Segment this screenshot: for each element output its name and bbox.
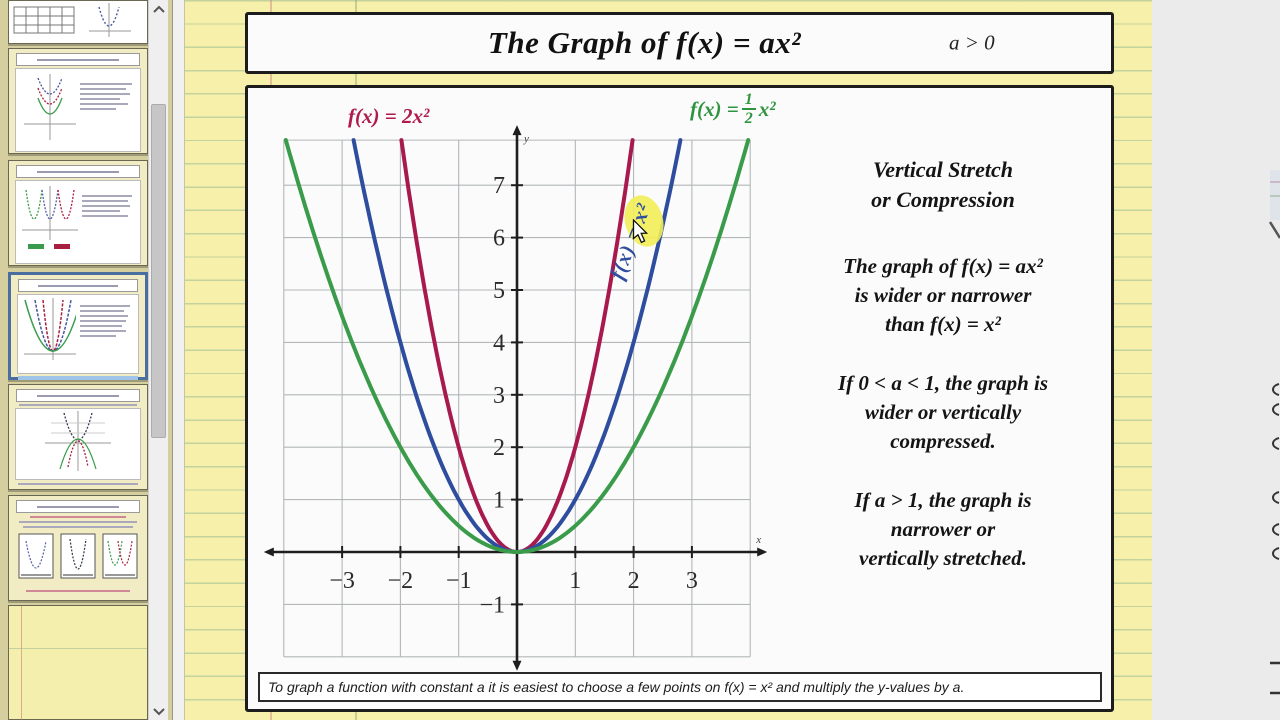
svg-text:−1: −1 xyxy=(479,592,505,618)
page-title: The Graph of f(x) = ax² xyxy=(487,25,802,60)
slide-thumbnail-4-current[interactable] xyxy=(8,272,148,380)
slide-thumbnail-1[interactable] xyxy=(8,0,148,44)
slide-sorter-sidebar xyxy=(0,0,172,720)
svg-text:4: 4 xyxy=(493,330,505,356)
thumbnail-title-bar xyxy=(18,279,138,292)
screen-edge-artifacts xyxy=(1268,170,1280,695)
svg-text:−3: −3 xyxy=(329,568,355,594)
thumbnail-graphic xyxy=(24,74,76,140)
info-heading: Vertical Stretch or Compression xyxy=(871,157,1015,212)
thumbnail-rule-line xyxy=(9,648,147,649)
red-curve-label: f(x) = 2x² xyxy=(348,104,430,128)
svg-text:y: y xyxy=(523,133,529,145)
thumbnail-title-bar xyxy=(16,389,140,402)
footnote-text: To graph a function with constant a it i… xyxy=(268,679,965,695)
svg-text:x: x xyxy=(755,534,761,546)
sidebar-separator xyxy=(172,0,185,720)
thumbnail-graphic xyxy=(24,298,76,360)
thumbnail-note-bar xyxy=(18,376,138,380)
svg-text:2: 2 xyxy=(628,568,640,594)
slide-thumbnail-7[interactable] xyxy=(8,605,148,720)
thumbnail-title-bar xyxy=(16,53,140,66)
slide-title-box: The Graph of f(x) = ax² a > 0 xyxy=(245,12,1114,74)
svg-text:5: 5 xyxy=(493,278,505,304)
thumbnail-graphic xyxy=(60,533,96,579)
svg-text:3: 3 xyxy=(493,383,505,409)
svg-text:1: 1 xyxy=(569,568,581,594)
footnote-box: To graph a function with constant a it i… xyxy=(258,672,1102,702)
svg-text:3: 3 xyxy=(686,568,698,594)
svg-text:7: 7 xyxy=(493,173,505,199)
info-paragraph-stretched: If a > 1, the graph is narrower or verti… xyxy=(854,488,1032,570)
thumbnail-title-bar xyxy=(16,500,140,513)
svg-text:−1: −1 xyxy=(446,568,472,594)
thumbnail-graphic xyxy=(13,3,131,37)
svg-text:2: 2 xyxy=(493,435,505,461)
slide-thumbnail-5[interactable] xyxy=(8,384,148,490)
slide-thumbnail-6[interactable] xyxy=(8,495,148,601)
thumbnail-graphic xyxy=(22,186,78,249)
mouse-cursor-icon xyxy=(632,219,649,244)
thumbnail-margin-line xyxy=(21,606,22,720)
scrollbar-thumb[interactable] xyxy=(151,104,166,438)
chevron-down-icon[interactable] xyxy=(149,702,169,720)
function-graph: −3 −2 −1 1 2 3 −1 1 2 3 4 5 6 7 y x xyxy=(263,125,768,671)
chevron-up-icon[interactable] xyxy=(149,0,169,18)
slide-thumbnail-3[interactable] xyxy=(8,160,148,266)
thumbnail-graphic xyxy=(18,533,54,579)
svg-text:1: 1 xyxy=(493,488,505,514)
slide-thumbnail-2[interactable] xyxy=(8,48,148,154)
title-condition: a > 0 xyxy=(949,30,995,55)
thumbnail-title-bar xyxy=(16,165,140,178)
thumbnail-graphic xyxy=(102,533,138,579)
slide-content-box: −3 −2 −1 1 2 3 −1 1 2 3 4 5 6 7 y x f(x) = 2x² f(x) = 1… xyxy=(245,85,1114,712)
svg-text:−2: −2 xyxy=(388,568,414,594)
info-paragraph-wider-narrower: The graph of f(x) = ax² is wider or narr… xyxy=(843,254,1043,336)
info-paragraph-compressed: If 0 < a < 1, the graph is wider or vert… xyxy=(837,371,1049,453)
sidebar-scrollbar[interactable] xyxy=(148,0,168,720)
svg-text:6: 6 xyxy=(493,226,505,252)
thumbnail-graphic xyxy=(45,411,111,471)
